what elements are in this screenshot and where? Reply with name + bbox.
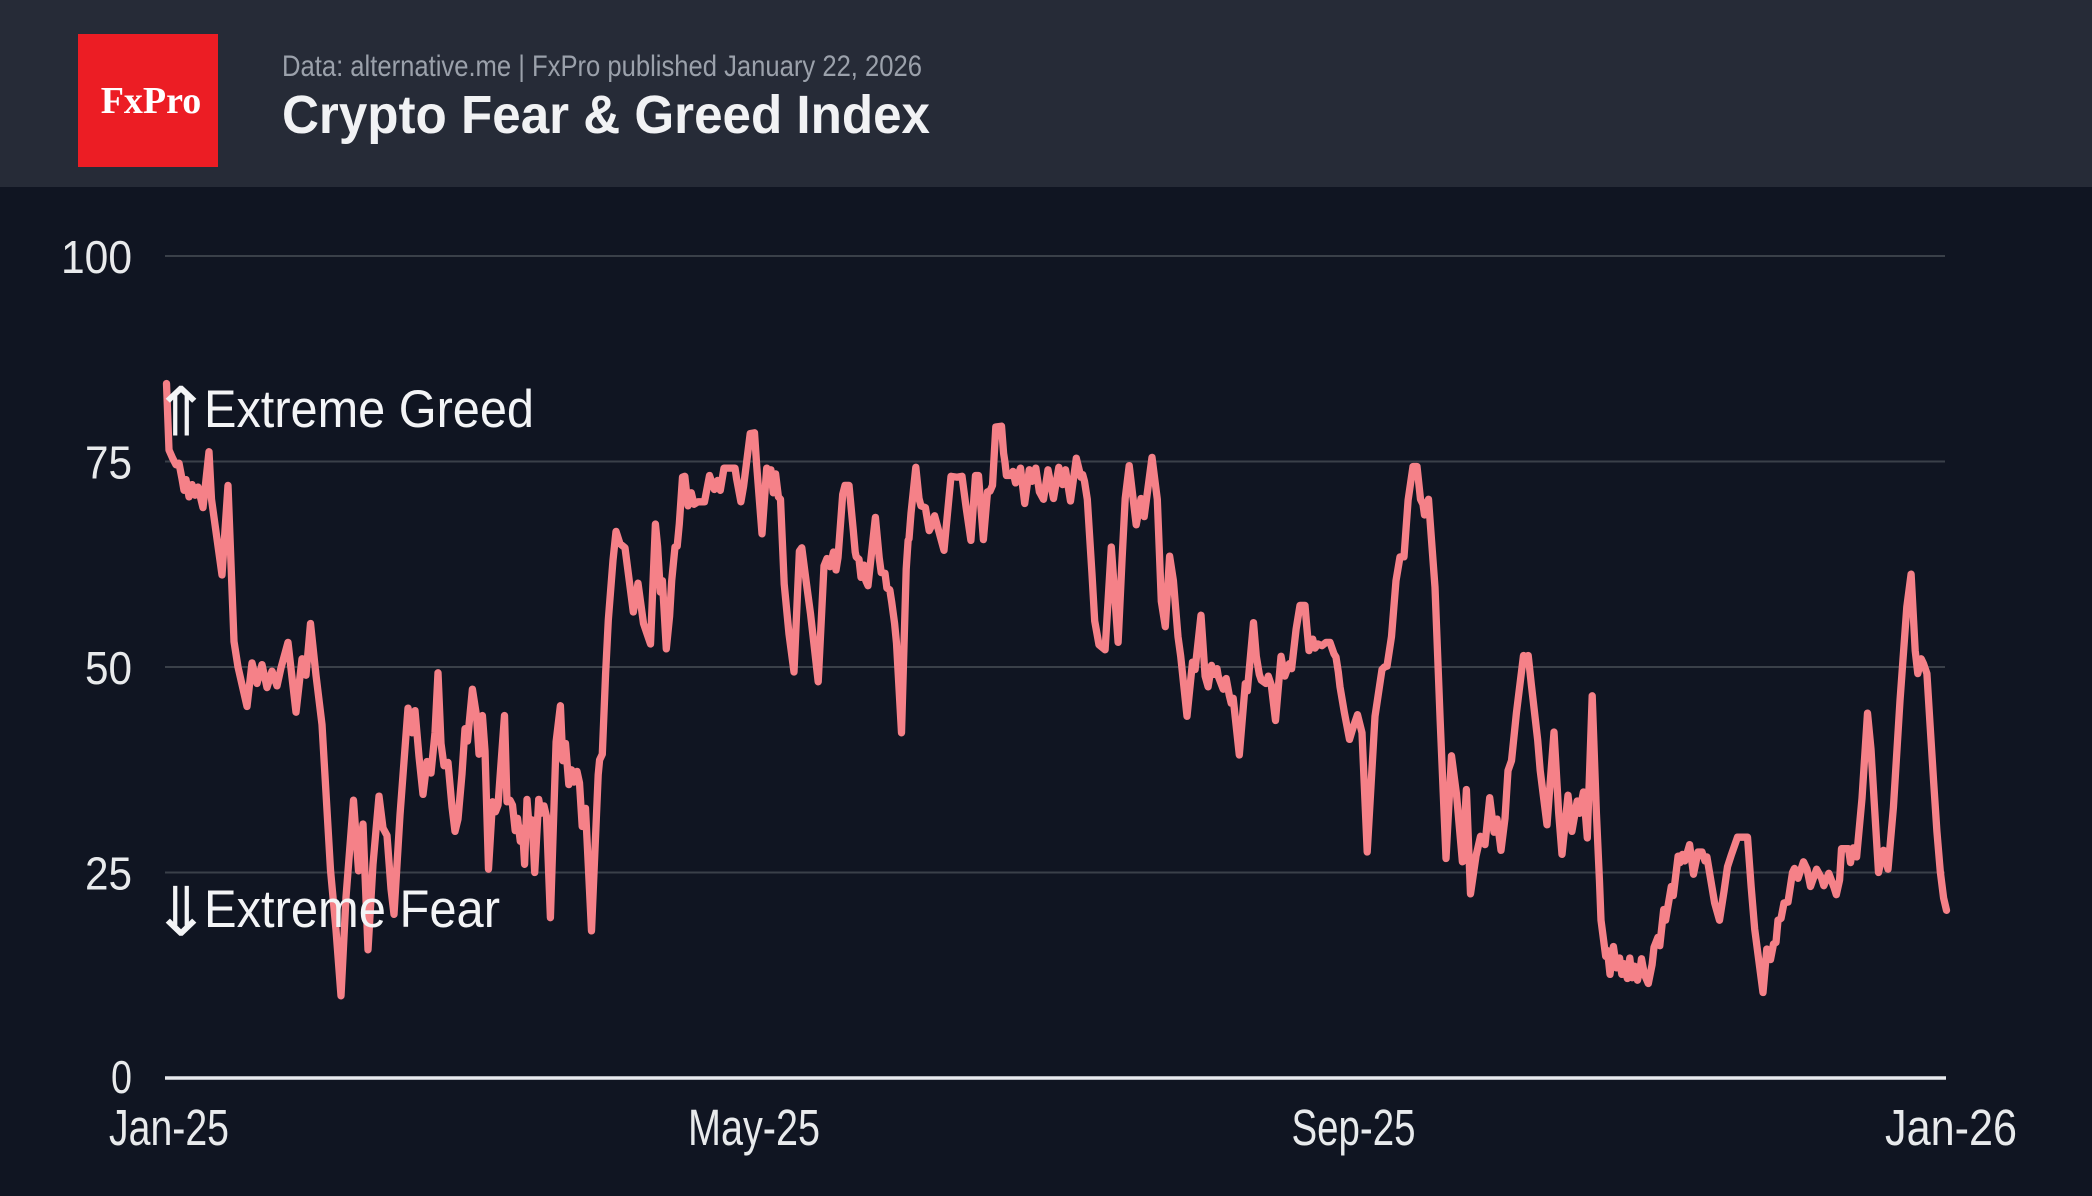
svg-text:Sep-25: Sep-25 bbox=[1292, 1099, 1416, 1156]
svg-text:100: 100 bbox=[61, 231, 132, 283]
svg-text:⇑: ⇑ bbox=[151, 375, 211, 451]
svg-text:50: 50 bbox=[85, 642, 132, 694]
svg-text:May-25: May-25 bbox=[688, 1099, 820, 1156]
svg-text:Data: alternative.me | FxPro p: Data: alternative.me | FxPro published J… bbox=[282, 50, 922, 83]
svg-text:Extreme Fear: Extreme Fear bbox=[204, 880, 500, 939]
svg-text:Crypto Fear & Greed Index: Crypto Fear & Greed Index bbox=[282, 85, 930, 145]
svg-text:Jan-26: Jan-26 bbox=[1885, 1099, 2017, 1156]
svg-text:25: 25 bbox=[85, 848, 132, 900]
svg-text:⇓: ⇓ bbox=[151, 875, 211, 951]
svg-text:Jan-25: Jan-25 bbox=[109, 1099, 229, 1156]
svg-text:Extreme Greed: Extreme Greed bbox=[204, 380, 534, 439]
svg-text:75: 75 bbox=[85, 437, 132, 489]
svg-text:0: 0 bbox=[111, 1051, 132, 1103]
